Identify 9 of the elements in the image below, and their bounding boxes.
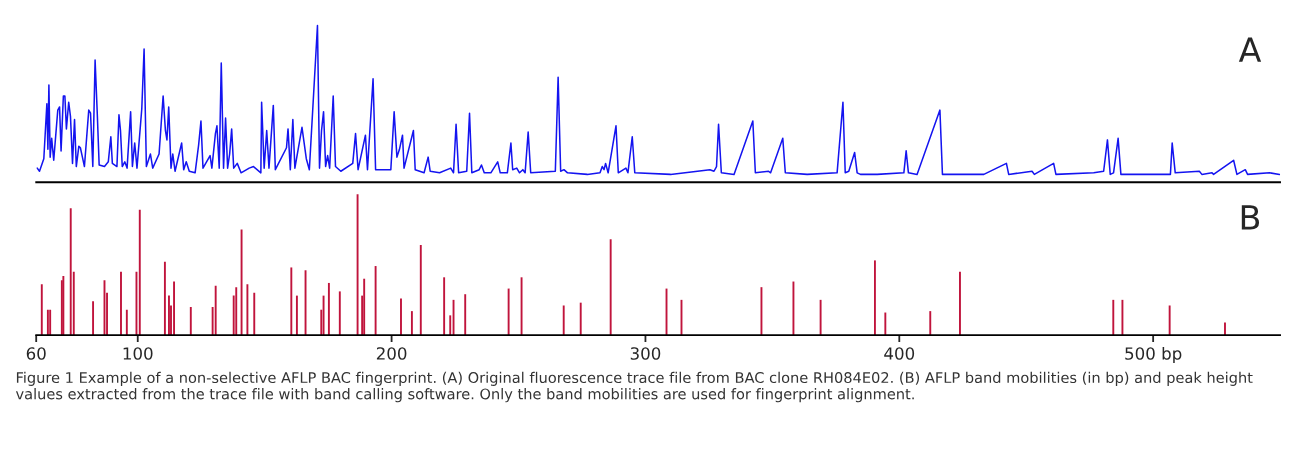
- x-tick-label: 200: [376, 347, 407, 360]
- annotation: A: [1238, 37, 1262, 62]
- caption: Figure 1 Example of a non-selective AFLP BAC fingerprint. (A) Original fluorescence trace file from BAC clone RH084E02. (B) AFLP band mobilities (in bp) and peak height values extracted from the trace file with band calling software. Only the band mobilities are used for fingerprint alignment.: [15, 371, 1253, 403]
- x-tick-label: 100: [123, 347, 153, 360]
- x-tick-label: 300: [630, 347, 661, 360]
- x-tick-label: 500 bp: [1125, 346, 1182, 364]
- x-tick-label: 400: [884, 347, 915, 360]
- annotation: B: [1241, 205, 1260, 230]
- x-tick-label: 60: [26, 347, 46, 360]
